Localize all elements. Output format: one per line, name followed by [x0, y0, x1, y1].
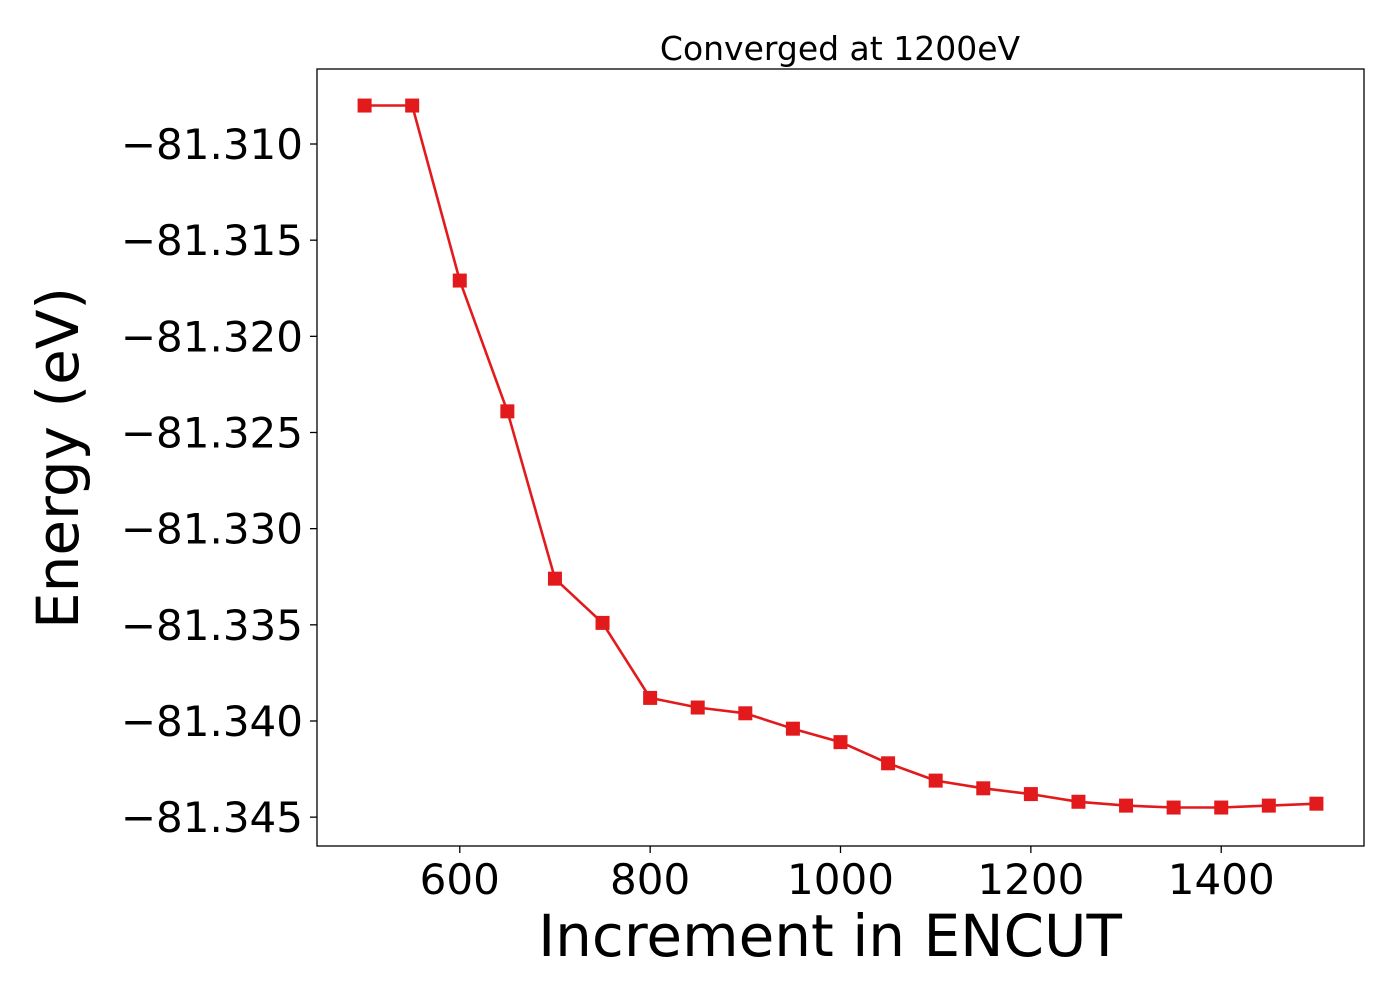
data-point-marker — [1166, 800, 1181, 815]
data-point-marker — [785, 721, 800, 736]
y-tick-label: −81.340 — [121, 697, 303, 746]
y-tick-label: −81.310 — [121, 120, 303, 169]
x-axis-title: Increment in ENCUT — [538, 902, 1122, 970]
plot-area — [357, 98, 1324, 815]
data-point-marker — [1071, 794, 1086, 809]
x-tick-label: 1400 — [1168, 855, 1275, 904]
y-tick-label: −81.345 — [121, 793, 303, 842]
y-tick-label: −81.330 — [121, 505, 303, 554]
y-tick-label: −81.320 — [121, 312, 303, 361]
data-point-marker — [881, 756, 896, 771]
data-point-marker — [1309, 796, 1324, 811]
y-tick-label: −81.315 — [121, 216, 303, 265]
data-point-marker — [1023, 787, 1038, 802]
data-point-marker — [976, 781, 991, 796]
data-point-marker — [547, 571, 562, 586]
chart-title: Converged at 1200eV — [660, 29, 1021, 68]
data-point-marker — [405, 98, 420, 113]
y-axis: −81.310 −81.315 −81.320 −81.325 −81.330 −81.3… — [121, 120, 317, 842]
data-point-marker — [1214, 800, 1229, 815]
data-point-marker — [452, 273, 467, 288]
data-point-marker — [833, 735, 848, 750]
x-tick-label: 1000 — [787, 855, 894, 904]
data-point-marker — [1119, 798, 1134, 813]
plot-frame — [316, 68, 1365, 847]
data-point-marker — [643, 690, 658, 705]
series-line — [364, 104, 1317, 809]
data-point-marker — [357, 98, 372, 113]
data-point-marker — [1261, 798, 1276, 813]
data-point-marker — [500, 404, 515, 419]
x-tick-label: 600 — [420, 855, 500, 904]
x-tick-label: 1200 — [977, 855, 1084, 904]
y-tick-label: −81.335 — [121, 601, 303, 650]
x-tick-label: 800 — [610, 855, 690, 904]
data-point-marker — [690, 700, 705, 715]
y-axis-title: Energy (eV) — [24, 287, 92, 629]
data-point-marker — [738, 706, 753, 721]
data-point-marker — [595, 615, 610, 630]
y-tick-label: −81.325 — [121, 408, 303, 457]
data-point-marker — [928, 773, 943, 788]
x-axis: 600 800 1000 1200 1400 — [420, 846, 1275, 904]
